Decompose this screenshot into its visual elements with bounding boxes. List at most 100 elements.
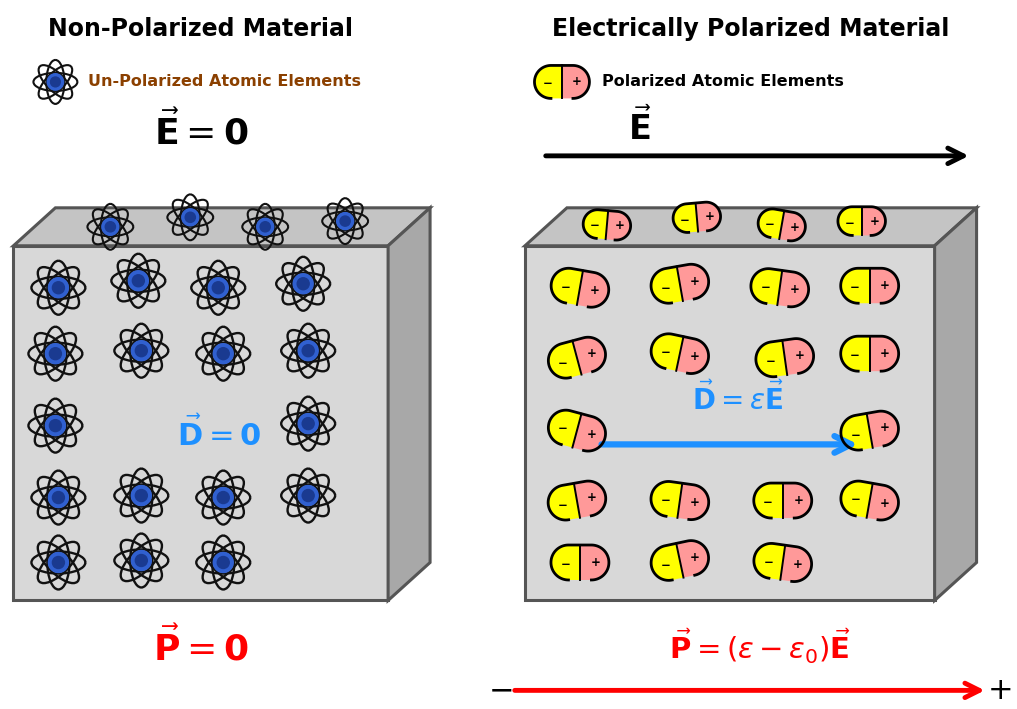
Text: $\mathbf{+}$: $\mathbf{+}$ [586, 347, 597, 360]
Text: $\mathbf{-}$: $\mathbf{-}$ [660, 280, 670, 293]
Text: $-$: $-$ [488, 676, 513, 705]
Text: $\mathbf{+}$: $\mathbf{+}$ [880, 497, 890, 510]
Circle shape [51, 77, 60, 86]
Text: $\mathbf{+}$: $\mathbf{+}$ [704, 210, 715, 223]
Polygon shape [756, 340, 787, 376]
Circle shape [49, 552, 68, 572]
Circle shape [214, 552, 233, 572]
Text: $\mathbf{-}$: $\mathbf{-}$ [589, 218, 600, 230]
Text: $\vec{\mathbf{D}} = \mathbf{0}$: $\vec{\mathbf{D}} = \mathbf{0}$ [177, 415, 261, 452]
Polygon shape [870, 336, 899, 372]
Circle shape [182, 209, 198, 225]
Circle shape [218, 491, 229, 503]
Polygon shape [866, 411, 898, 448]
Circle shape [302, 345, 314, 357]
Text: $\mathbf{-}$: $\mathbf{-}$ [542, 75, 553, 89]
Text: $\mathbf{-}$: $\mathbf{-}$ [844, 215, 854, 228]
Polygon shape [783, 483, 812, 518]
Text: $\mathbf{+}$: $\mathbf{+}$ [614, 220, 624, 233]
Polygon shape [525, 246, 935, 601]
Text: $\mathbf{-}$: $\mathbf{-}$ [559, 279, 571, 291]
Text: $\mathbf{-}$: $\mathbf{-}$ [679, 212, 690, 225]
Polygon shape [841, 413, 873, 450]
Polygon shape [548, 411, 582, 447]
Text: $\mathbf{+}$: $\mathbf{+}$ [590, 284, 600, 297]
Polygon shape [676, 337, 709, 374]
Polygon shape [535, 65, 562, 99]
Text: $\mathbf{+}$: $\mathbf{+}$ [586, 428, 597, 441]
Polygon shape [754, 543, 785, 580]
Polygon shape [866, 484, 898, 520]
Polygon shape [548, 341, 582, 378]
Text: $\mathbf{+}$: $\mathbf{+}$ [788, 220, 799, 233]
Text: $\mathbf{-}$: $\mathbf{-}$ [849, 347, 860, 360]
Text: $\mathbf{+}$: $\mathbf{+}$ [690, 350, 700, 363]
Text: $\mathbf{-}$: $\mathbf{-}$ [556, 497, 567, 510]
Polygon shape [651, 267, 682, 303]
Text: $\mathbf{+}$: $\mathbf{+}$ [880, 279, 890, 292]
Circle shape [297, 278, 309, 290]
Circle shape [131, 341, 152, 361]
Text: $\mathbf{+}$: $\mathbf{+}$ [690, 496, 700, 509]
Polygon shape [573, 414, 605, 451]
Polygon shape [548, 484, 580, 520]
Circle shape [302, 489, 314, 501]
Text: $\mathbf{+}$: $\mathbf{+}$ [794, 349, 805, 362]
Circle shape [50, 347, 61, 359]
Text: $\mathbf{-}$: $\mathbf{-}$ [765, 353, 775, 367]
Polygon shape [861, 207, 886, 235]
Circle shape [135, 345, 147, 357]
Text: $\vec{\mathbf{P}} = \mathbf{0}$: $\vec{\mathbf{P}} = \mathbf{0}$ [153, 625, 249, 667]
Circle shape [106, 222, 116, 232]
Text: $\mathbf{-}$: $\mathbf{-}$ [849, 491, 860, 504]
Polygon shape [651, 543, 683, 581]
Polygon shape [551, 545, 580, 580]
Text: $\mathbf{-}$: $\mathbf{-}$ [849, 427, 860, 440]
Text: $\mathbf{+}$: $\mathbf{+}$ [880, 421, 890, 435]
Circle shape [260, 222, 271, 232]
Polygon shape [13, 246, 388, 601]
Polygon shape [583, 210, 608, 239]
Text: $\mathbf{-}$: $\mathbf{-}$ [763, 554, 773, 567]
Circle shape [214, 488, 233, 508]
Circle shape [293, 274, 313, 294]
Circle shape [340, 216, 350, 226]
Text: Electrically Polarized Material: Electrically Polarized Material [552, 17, 950, 41]
Polygon shape [780, 545, 812, 581]
Text: $\vec{\mathbf{P}} = (\varepsilon - \varepsilon_0)\vec{\mathbf{E}}$: $\vec{\mathbf{P}} = (\varepsilon - \vare… [669, 627, 850, 666]
Circle shape [132, 275, 144, 286]
Circle shape [46, 415, 65, 435]
Circle shape [302, 418, 314, 430]
Text: $\mathbf{-}$: $\mathbf{-}$ [557, 420, 567, 433]
Text: $+$: $+$ [988, 676, 1012, 705]
Polygon shape [577, 271, 609, 307]
Text: $\mathbf{-}$: $\mathbf{-}$ [765, 216, 775, 229]
Circle shape [298, 341, 318, 361]
Text: $\mathbf{+}$: $\mathbf{+}$ [690, 551, 700, 564]
Text: $\mathbf{+}$: $\mathbf{+}$ [792, 494, 803, 507]
Circle shape [49, 488, 68, 508]
Polygon shape [751, 269, 782, 305]
Polygon shape [841, 481, 873, 518]
Text: $\mathbf{+}$: $\mathbf{+}$ [590, 556, 600, 569]
Circle shape [218, 347, 229, 359]
Circle shape [102, 218, 119, 235]
Polygon shape [696, 202, 720, 232]
Polygon shape [676, 264, 709, 301]
Circle shape [256, 218, 274, 235]
Circle shape [213, 281, 225, 294]
Text: $\mathbf{+}$: $\mathbf{+}$ [789, 284, 800, 296]
Polygon shape [574, 481, 606, 518]
Circle shape [46, 344, 65, 364]
Circle shape [49, 278, 68, 298]
Polygon shape [525, 208, 976, 246]
Text: $\mathbf{+}$: $\mathbf{+}$ [792, 558, 803, 571]
Polygon shape [562, 65, 590, 99]
Text: $\mathbf{-}$: $\mathbf{-}$ [559, 556, 571, 569]
Circle shape [298, 486, 318, 506]
Text: Polarized Atomic Elements: Polarized Atomic Elements [602, 74, 844, 89]
Polygon shape [677, 484, 709, 520]
Text: $\vec{\mathbf{D}} = \varepsilon\vec{\mathbf{E}}$: $\vec{\mathbf{D}} = \varepsilon\vec{\mat… [692, 382, 784, 416]
Polygon shape [651, 481, 682, 518]
Polygon shape [935, 208, 976, 601]
